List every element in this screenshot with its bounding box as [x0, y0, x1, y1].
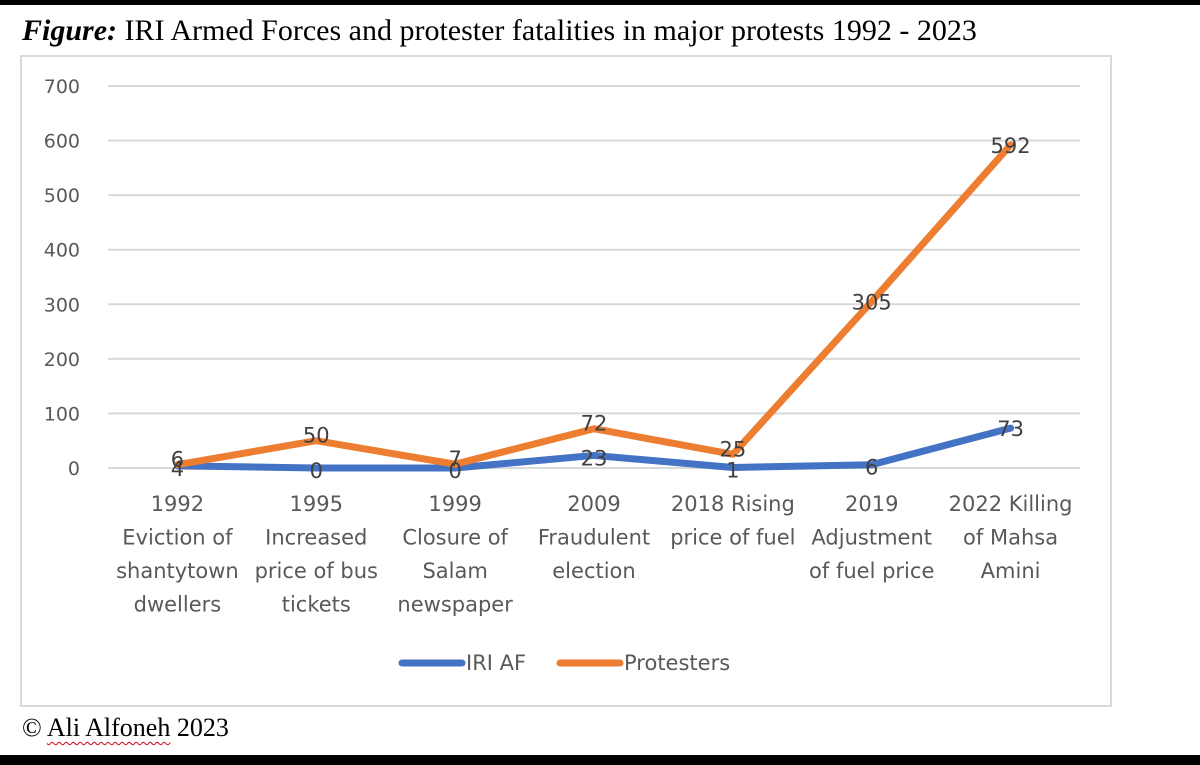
x-category-line: 2018 Rising: [671, 492, 795, 516]
data-label: 50: [303, 424, 330, 448]
y-tick-label: 0: [68, 458, 80, 480]
x-category-line: Closure of: [402, 526, 508, 550]
data-label: 6: [865, 456, 878, 480]
y-axis-ticks: 0 100 200 300 400 500 600 700: [44, 76, 80, 480]
y-tick-label: 200: [44, 349, 80, 371]
x-category-line: Amini: [981, 559, 1041, 583]
x-category-label: 1999 Closure of Salam newspaper: [397, 492, 513, 617]
data-label: 0: [310, 459, 323, 483]
x-category-label: 2018 Rising price of fuel: [670, 492, 795, 550]
data-label: 72: [581, 412, 608, 436]
x-category-line: price of bus: [255, 559, 378, 583]
x-category-line: of Mahsa: [963, 526, 1058, 550]
x-category-line: 1995: [290, 492, 343, 516]
legend-label: Protesters: [624, 651, 730, 675]
legend: IRI AF Protesters: [398, 651, 730, 675]
x-category-line: 2019: [845, 492, 898, 516]
data-label: 4: [171, 457, 184, 481]
y-tick-label: 600: [44, 131, 80, 153]
x-category-line: tickets: [282, 593, 351, 617]
data-labels: 4 0 0 23 1 6 73 6 50 7 72 25 305 592: [171, 134, 1031, 483]
copyright-symbol: ©: [22, 713, 42, 742]
legend-label: IRI AF: [466, 651, 526, 675]
x-category-line: shantytown: [116, 559, 239, 583]
x-category-label: 2022 Killing of Mahsa Amini: [949, 492, 1073, 583]
y-tick-label: 300: [44, 294, 80, 316]
x-category-label: 2019 Adjustment of fuel price: [809, 492, 934, 583]
data-label: 7: [448, 447, 461, 471]
copyright-year: 2023: [176, 713, 229, 742]
y-tick-label: 700: [44, 76, 80, 98]
data-label: 1: [726, 458, 739, 482]
x-category-line: newspaper: [397, 593, 513, 617]
data-label: 6: [171, 448, 184, 472]
data-label: 25: [719, 437, 746, 461]
data-label: 73: [997, 417, 1024, 441]
copyright-footer: © Ali Alfoneh 2023: [22, 713, 229, 743]
x-category-line: dwellers: [134, 593, 222, 617]
x-axis-categories: 1992 Eviction of shantytown dwellers 1995 Inc…: [116, 492, 1072, 617]
bottom-border: [0, 755, 1200, 765]
y-tick-label: 100: [44, 403, 80, 425]
author-name: Ali Alfoneh: [46, 713, 171, 742]
x-category-line: Eviction of: [122, 526, 233, 550]
x-category-line: 2009: [567, 492, 620, 516]
gridlines: [108, 85, 1080, 469]
x-category-label: 1992 Eviction of shantytown dwellers: [116, 492, 239, 617]
figure-title-prefix: Figure:: [22, 14, 118, 47]
data-label: 0: [448, 459, 461, 483]
x-category-line: 2022 Killing: [949, 492, 1073, 516]
x-category-line: 1992: [151, 492, 204, 516]
x-category-label: 1995 Increased price of bus tickets: [255, 492, 378, 617]
data-label: 23: [581, 446, 608, 470]
x-category-line: of fuel price: [809, 559, 934, 583]
y-tick-label: 400: [44, 240, 80, 262]
y-tick-label: 500: [44, 185, 80, 207]
data-label: 592: [991, 134, 1031, 158]
x-category-line: Fraudulent: [538, 526, 650, 550]
data-label: 305: [852, 291, 892, 315]
x-category-line: election: [552, 559, 635, 583]
x-category-label: 2009 Fraudulent election: [538, 492, 650, 583]
x-category-line: Adjustment: [811, 526, 932, 550]
series-lines: [173, 141, 1015, 472]
x-category-line: 1999: [428, 492, 481, 516]
x-category-line: Salam: [422, 559, 487, 583]
figure-title: Figure: IRI Armed Forces and protester f…: [22, 14, 977, 48]
x-category-line: Increased: [265, 526, 367, 550]
top-border: [0, 0, 1200, 5]
chart-frame: [20, 55, 1112, 707]
figure-title-text: IRI Armed Forces and protester fatalitie…: [117, 14, 977, 47]
x-category-line: price of fuel: [670, 526, 795, 550]
